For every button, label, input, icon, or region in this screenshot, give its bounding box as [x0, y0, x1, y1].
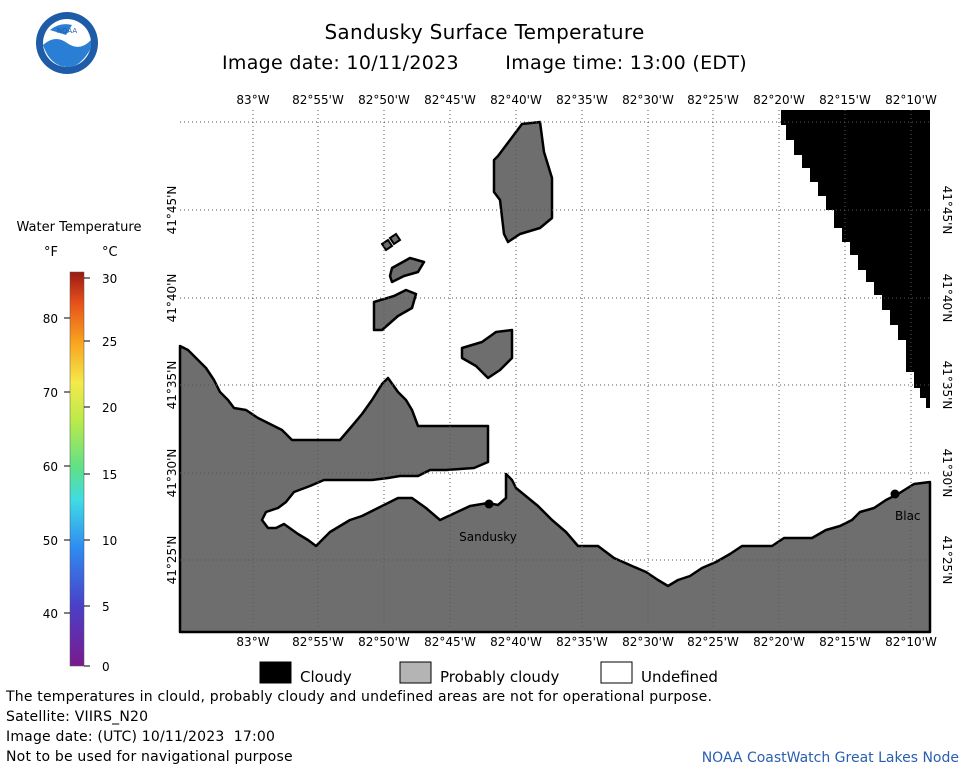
lat-label-left: 41°25'N — [165, 536, 179, 585]
noaa-logo-text: NOAA — [57, 27, 78, 35]
lon-label-top: 82°50'W — [358, 93, 410, 107]
lat-label-left: 41°45'N — [165, 186, 179, 235]
lon-label-bottom: 82°45'W — [424, 635, 476, 649]
satellite-text: Satellite: VIIRS_N20 — [6, 709, 149, 725]
lat-labels-left: 41°45'N 41°40'N 41°35'N 41°30'N 41°25'N — [165, 186, 179, 585]
lat-label-right: 41°45'N — [940, 186, 954, 235]
category-legend — [259, 661, 633, 684]
image-time: Image time: 13:00 (EDT) — [505, 52, 747, 74]
graticule — [180, 110, 930, 632]
colorbar-tick-f-80: 80 — [43, 312, 58, 326]
image-datetime: Image date: 10/11/2023 Image time: 13:00… — [0, 52, 969, 74]
legend-swatch-cloudy — [259, 661, 292, 684]
island-kelleys-strip — [388, 256, 426, 284]
lon-label-top: 82°30'W — [622, 93, 674, 107]
island-small-b — [388, 232, 402, 246]
lat-label-left: 41°30'N — [165, 449, 179, 498]
colorbar-tick-f-50: 50 — [43, 534, 58, 548]
colorbar-ticks-f — [64, 317, 70, 614]
legend-swatch-undefined — [600, 661, 633, 684]
lon-label-top: 82°45'W — [424, 93, 476, 107]
lon-label-top: 82°25'W — [687, 93, 739, 107]
cloud-region — [781, 110, 930, 408]
lat-label-left: 41°35'N — [165, 361, 179, 410]
lon-label-top: 82°55'W — [292, 93, 344, 107]
colorbar-unit-celsius: °C — [102, 245, 118, 260]
colorbar-tick-c-15: 15 — [102, 468, 117, 482]
lat-label-right: 41°25'N — [940, 536, 954, 585]
colorbar-tick-f-70: 70 — [43, 386, 58, 400]
lon-label-top: 82°15'W — [819, 93, 871, 107]
colorbar-title: Water Temperature — [16, 220, 142, 235]
navigation-warning: Not to be used for navigational purpose — [6, 749, 293, 765]
place-label-blac: Blac — [895, 509, 921, 523]
lon-label-bottom: 82°25'W — [687, 635, 739, 649]
lat-label-right: 41°35'N — [940, 361, 954, 410]
credit-text: NOAA CoastWatch Great Lakes Node — [701, 750, 959, 766]
blac-marker — [890, 489, 900, 499]
lon-labels-top: 83°W 82°55'W 82°50'W 82°45'W 82°40'W 82°… — [236, 93, 937, 107]
colorbar-unit-fahrenheit: °F — [44, 245, 58, 260]
lon-label-bottom: 82°55'W — [292, 635, 344, 649]
colorbar: 40 50 60 70 80 0 5 10 15 20 25 30 — [43, 271, 117, 674]
lat-labels-right: 41°45'N 41°40'N 41°35'N 41°30'N 41°25'N — [940, 186, 954, 585]
lon-label-top: 82°10'W — [885, 93, 937, 107]
map-area: Sandusky Blac — [178, 110, 932, 634]
lon-label-bottom: 82°30'W — [622, 635, 674, 649]
lon-label-top: 82°20'W — [753, 93, 805, 107]
island-north-shoal — [492, 120, 554, 244]
utc-date-text: Image date: (UTC) 10/11/2023 17:00 — [6, 729, 276, 745]
lon-label-bottom: 82°40'W — [490, 635, 542, 649]
lon-label-bottom: 82°35'W — [556, 635, 608, 649]
lon-label-top: 83°W — [236, 93, 269, 107]
place-label-sandusky: Sandusky — [459, 530, 517, 544]
legend-label-probably-cloudy: Probably cloudy — [440, 668, 560, 686]
image-date: Image date: 10/11/2023 — [222, 52, 459, 74]
colorbar-tick-f-60: 60 — [43, 460, 58, 474]
island-middle — [460, 328, 514, 380]
disclaimer-text: The temperatures in clould, probably clo… — [6, 689, 713, 705]
lon-label-bottom: 82°20'W — [753, 635, 805, 649]
lat-label-left: 41°40'N — [165, 274, 179, 323]
colorbar-tick-f-40: 40 — [43, 607, 58, 621]
lon-label-top: 82°40'W — [490, 93, 542, 107]
lon-label-bottom: 83°W — [236, 635, 269, 649]
lon-label-bottom: 82°10'W — [885, 635, 937, 649]
legend-swatch-probably-cloudy — [399, 661, 432, 684]
colorbar-tick-c-20: 20 — [102, 401, 117, 415]
legend-label-cloudy: Cloudy — [300, 668, 352, 686]
island-west — [372, 288, 418, 332]
lon-label-top: 82°35'W — [556, 93, 608, 107]
legend-label-undefined: Undefined — [641, 668, 718, 686]
lon-label-bottom: 82°50'W — [358, 635, 410, 649]
lat-label-right: 41°40'N — [940, 274, 954, 323]
colorbar-ticks-c — [84, 277, 90, 667]
colorbar-tick-c-10: 10 — [102, 534, 117, 548]
map-title: Sandusky Surface Temperature — [324, 20, 645, 44]
land-mainland — [178, 344, 932, 634]
lon-labels-bottom: 83°W 82°55'W 82°50'W 82°45'W 82°40'W 82°… — [236, 635, 937, 649]
colorbar-tick-c-30: 30 — [102, 272, 117, 286]
sandusky-marker — [484, 499, 494, 509]
colorbar-tick-c-5: 5 — [102, 600, 110, 614]
noaa-logo: NOAA — [36, 12, 98, 74]
colorbar-tick-c-25: 25 — [102, 335, 117, 349]
colorbar-tick-c-0: 0 — [102, 660, 110, 674]
lon-label-bottom: 82°15'W — [819, 635, 871, 649]
lat-label-right: 41°30'N — [940, 449, 954, 498]
